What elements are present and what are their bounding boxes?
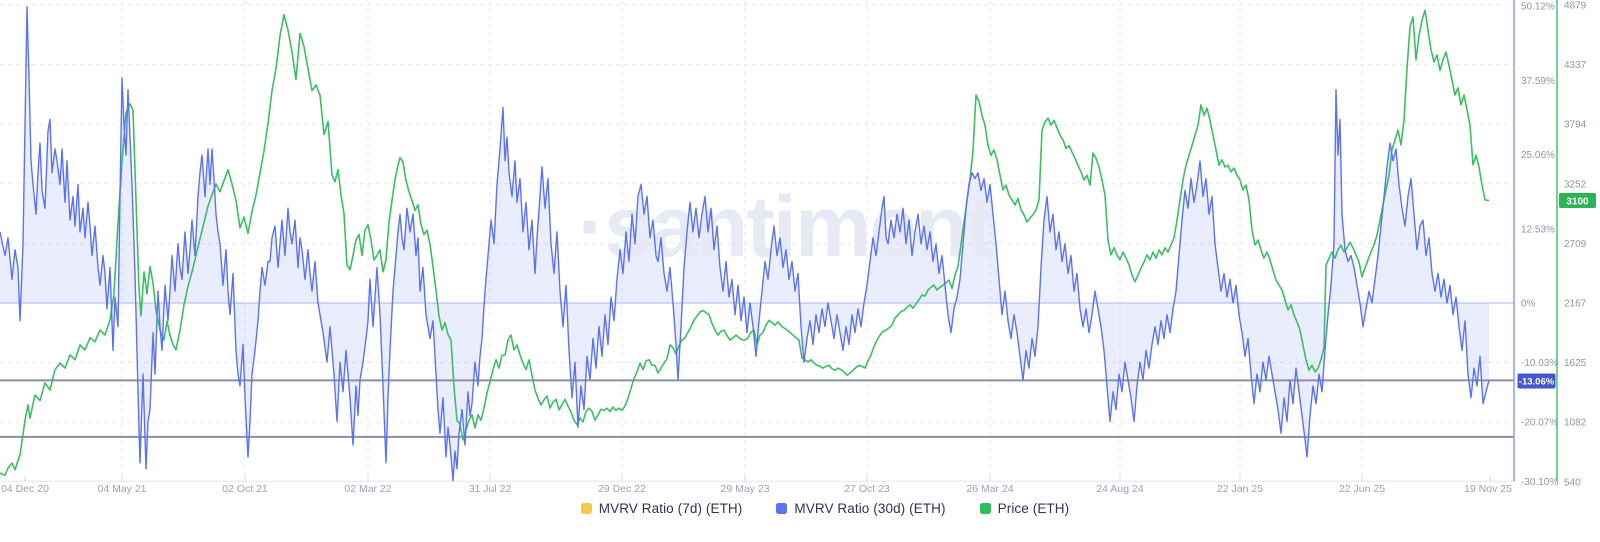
x-axis-tick-label: 02 Mar 22 <box>344 483 391 495</box>
legend-item-1[interactable]: MVRV Ratio (30d) (ETH) <box>776 501 946 516</box>
x-axis-tick-label: 29 May 23 <box>720 483 769 495</box>
x-axis-tick-label: 24 Aug 24 <box>1096 483 1143 495</box>
legend-swatch-icon <box>580 503 592 514</box>
chart-layers: ·santiment 50.12% 37.59% 25.06% 12.53% 0% -10.… <box>0 0 1587 495</box>
mvrv-30d-line[interactable] <box>0 6 1490 482</box>
percent-axis-tick-label: 25.06% <box>1521 150 1555 161</box>
percent-axis-tick-label: 12.53% <box>1521 224 1555 235</box>
price-axis-tick-label: 1082 <box>1564 418 1587 429</box>
legend-label: MVRV Ratio (30d) (ETH) <box>794 501 946 516</box>
x-axis-tick-label: 19 Nov 25 <box>1464 483 1512 495</box>
chart-legend: MVRV Ratio (7d) (ETH) MVRV Ratio (30d) (E… <box>25 501 1600 516</box>
legend-label: Price (ETH) <box>997 501 1070 516</box>
legend-item-0[interactable]: MVRV Ratio (7d) (ETH) <box>580 501 743 516</box>
percent-axis-tick-label: 50.12% <box>1521 2 1555 13</box>
santiment-watermark: ·santiment <box>578 179 994 275</box>
price-axis-tick-label: 540 <box>1564 477 1581 488</box>
x-axis-tick-label: 22 Jun 25 <box>1339 483 1385 495</box>
price-axis-tick-label: 4879 <box>1564 0 1587 11</box>
price-axis-tick-label: 2709 <box>1564 239 1587 250</box>
price-axis-tick-label: 3252 <box>1564 179 1587 190</box>
x-axis-tick-label: 31 Jul 22 <box>469 483 512 495</box>
percent-axis-tick-label: -20.07% <box>1521 417 1558 428</box>
x-axis-tick-label: 02 Oct 21 <box>222 483 268 495</box>
price-axis-tick-label: 1625 <box>1564 358 1587 369</box>
mvrv-area-fill <box>0 6 1489 481</box>
legend-label: MVRV Ratio (7d) (ETH) <box>598 501 743 516</box>
x-axis-tick-label: 04 Dec 20 <box>1 483 49 495</box>
percent-axis-tick-label: -10.03% <box>1521 358 1558 369</box>
axis-lines <box>1513 0 1558 482</box>
legend-swatch-icon <box>776 503 788 514</box>
series-lines <box>0 6 1490 482</box>
mvrv-30d-area <box>0 6 1489 481</box>
percent-axis-tick-label: -30.10% <box>1521 477 1558 488</box>
mvrv-badge-value: -13.06% <box>1519 377 1555 388</box>
x-axis-tick-label: 04 May 21 <box>97 483 146 495</box>
price-axis-tick-label: 2167 <box>1564 299 1587 310</box>
price-axis-tick-label: 3794 <box>1564 120 1587 131</box>
price-badge-value: 3100 <box>1566 197 1589 208</box>
price-badge-bg <box>1559 193 1596 208</box>
price-axis-tick-label: 4337 <box>1564 60 1587 71</box>
axis-labels: 50.12% 37.59% 25.06% 12.53% 0% -10.03% -20.07%… <box>1 0 1587 495</box>
mvrv-current-badge: -13.06% <box>1517 373 1556 389</box>
x-axis-tick-label: 29 Dec 22 <box>598 483 646 495</box>
mvrv-badge-bg <box>1517 373 1556 389</box>
x-axis-tick-label: 26 Mar 24 <box>966 483 1013 495</box>
legend-item-2[interactable]: Price (ETH) <box>979 501 1070 516</box>
gridlines <box>0 0 1514 482</box>
x-axis-tick-label: 27 Oct 23 <box>844 483 890 495</box>
watermark-layer: ·santiment <box>578 179 996 275</box>
legend-swatch-icon <box>979 503 991 514</box>
price-current-badge: 3100 <box>1559 193 1596 208</box>
x-axis-tick-label: 22 Jan 25 <box>1217 483 1263 495</box>
percent-axis-tick-label: 37.59% <box>1521 76 1555 87</box>
price-eth-line[interactable] <box>0 9 1490 476</box>
percent-axis-tick-label: 0% <box>1521 299 1536 310</box>
